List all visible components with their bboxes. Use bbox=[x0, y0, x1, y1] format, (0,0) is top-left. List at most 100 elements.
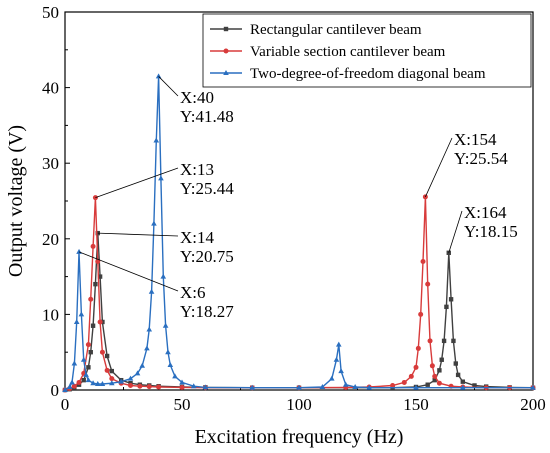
data-point bbox=[109, 380, 115, 386]
y-tick-label: 50 bbox=[42, 3, 59, 22]
data-point bbox=[139, 362, 146, 368]
data-point bbox=[97, 319, 103, 325]
legend-label: Two-degree-of-freedom diagonal beam bbox=[250, 66, 486, 82]
data-point bbox=[401, 379, 407, 385]
data-point bbox=[249, 384, 255, 390]
data-point bbox=[146, 384, 152, 390]
series-line bbox=[64, 196, 533, 391]
data-point bbox=[451, 338, 456, 344]
data-point bbox=[69, 379, 75, 385]
annotation-y: Y:25.54 bbox=[454, 149, 508, 168]
data-point bbox=[85, 377, 92, 383]
data-point bbox=[338, 368, 344, 374]
annotation-x: X:164 bbox=[464, 203, 507, 222]
legend-item: Variable section cantilever beam bbox=[210, 44, 446, 60]
data-point bbox=[78, 311, 85, 317]
data-point bbox=[366, 384, 372, 390]
data-point bbox=[62, 387, 68, 392]
data-point bbox=[81, 377, 86, 383]
data-point bbox=[99, 380, 106, 386]
annotation-y: Y:18.15 bbox=[464, 222, 518, 241]
data-point bbox=[155, 73, 162, 79]
series-1 bbox=[62, 230, 536, 393]
data-point bbox=[73, 318, 80, 324]
data-point bbox=[153, 137, 160, 143]
data-point bbox=[93, 281, 98, 287]
legend-item: Two-degree-of-freedom diagonal beam bbox=[210, 66, 486, 82]
legend-swatch-marker bbox=[223, 26, 229, 32]
data-point bbox=[83, 371, 89, 377]
data-point bbox=[94, 380, 101, 386]
annotation-leader bbox=[95, 167, 179, 199]
y-axis-title: Output voltage (V) bbox=[5, 125, 27, 277]
annotation-leader bbox=[424, 137, 453, 198]
data-point bbox=[66, 383, 73, 389]
x-tick-label: 150 bbox=[403, 395, 429, 414]
data-point bbox=[441, 338, 447, 344]
data-point bbox=[109, 368, 114, 374]
data-point bbox=[97, 274, 103, 279]
data-point bbox=[352, 383, 358, 389]
data-point bbox=[418, 311, 424, 317]
data-point bbox=[343, 381, 349, 387]
annotation: X:6Y:18.27 bbox=[78, 251, 234, 321]
data-point bbox=[88, 296, 94, 302]
y-tick-label: 0 bbox=[51, 381, 60, 400]
data-point bbox=[425, 382, 430, 387]
data-point bbox=[436, 380, 442, 386]
legend-item: Rectangular cantilever beam bbox=[210, 22, 422, 38]
data-point bbox=[437, 368, 442, 373]
annotation-leader bbox=[78, 251, 179, 292]
data-point bbox=[319, 383, 326, 389]
data-point bbox=[427, 338, 433, 344]
data-point bbox=[160, 273, 167, 279]
data-point bbox=[90, 323, 96, 328]
data-point bbox=[453, 361, 458, 366]
data-point bbox=[156, 384, 162, 390]
data-point bbox=[151, 220, 157, 226]
annotation-x: X:40 bbox=[180, 88, 214, 107]
data-point bbox=[413, 384, 419, 390]
annotation-x: X:154 bbox=[454, 130, 497, 149]
annotation-x: X:13 bbox=[180, 160, 214, 179]
data-point bbox=[134, 370, 141, 376]
y-axis: 0 10 20 30 40 50 bbox=[42, 3, 70, 400]
data-point bbox=[328, 375, 335, 381]
data-point bbox=[104, 367, 110, 373]
data-point bbox=[118, 378, 124, 384]
data-point bbox=[146, 326, 153, 332]
data-point bbox=[444, 304, 449, 310]
annotation: X:13Y:25.44 bbox=[95, 160, 234, 199]
annotation: X:14Y:20.75 bbox=[97, 228, 234, 266]
annotation-leader bbox=[158, 76, 179, 97]
data-point bbox=[128, 382, 134, 388]
data-point bbox=[432, 377, 437, 383]
data-point bbox=[190, 383, 197, 389]
annotation-x: X:14 bbox=[180, 228, 215, 247]
data-point bbox=[76, 248, 82, 254]
data-point bbox=[127, 375, 134, 381]
data-point bbox=[148, 288, 155, 294]
data-point bbox=[530, 384, 536, 390]
data-point bbox=[296, 384, 302, 390]
y-tick-label: 40 bbox=[42, 79, 59, 98]
x-axis-title: Excitation frequency (Hz) bbox=[195, 426, 404, 448]
data-point bbox=[390, 382, 396, 388]
data-point bbox=[472, 383, 477, 388]
data-point bbox=[420, 258, 426, 264]
series-line bbox=[64, 76, 533, 391]
annotation-leader bbox=[97, 232, 179, 237]
data-point bbox=[415, 345, 421, 351]
annotation-y: Y:18.27 bbox=[180, 302, 234, 321]
series-line bbox=[64, 233, 534, 391]
data-point bbox=[179, 384, 185, 390]
data-point bbox=[165, 349, 171, 355]
legend-label: Variable section cantilever beam bbox=[250, 44, 446, 60]
data-point bbox=[158, 175, 164, 181]
data-point bbox=[104, 353, 110, 359]
legend-swatch-marker bbox=[223, 70, 229, 75]
data-point bbox=[460, 379, 465, 384]
data-point bbox=[408, 373, 414, 379]
